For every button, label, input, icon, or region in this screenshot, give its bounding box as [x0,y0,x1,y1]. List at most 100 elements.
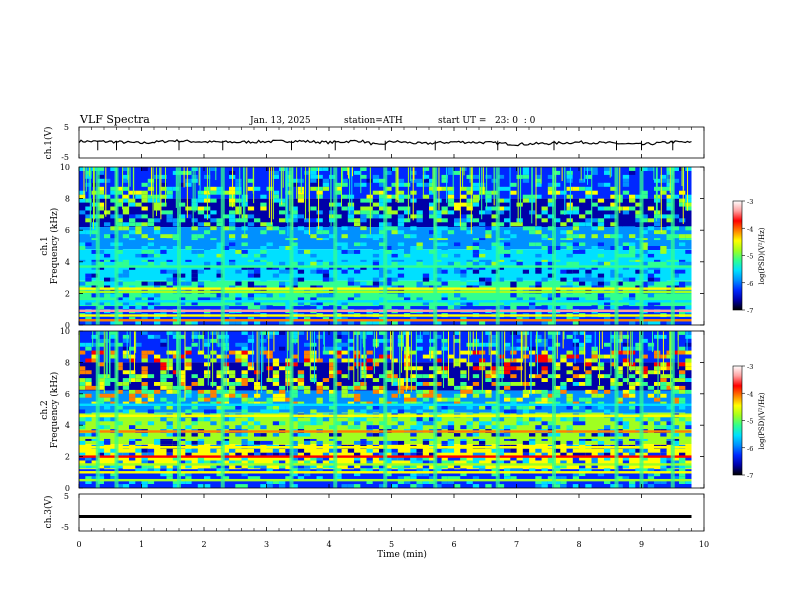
ch2-spectro-cell [572,421,580,426]
ch2-spectro-cell [335,421,342,426]
ch1-spectro-cell [516,222,523,227]
ch2-spectro-cell [397,409,405,414]
ch1-spectro-cell [516,202,523,207]
ch1-spectro-cell [229,214,236,219]
ch1-spectro-cell [372,178,380,183]
ch1-spectro-cell [641,301,648,306]
ch1-spectro-cell [422,174,430,179]
ch1-spectro-cell [535,194,542,199]
ch1-spectro-cell [191,226,198,231]
ch1-spectro-cell [260,297,267,302]
ch2-spectro-cell [97,393,105,398]
ch1-spectro-cell [510,281,517,286]
ch2-spectro-cell [666,460,673,465]
ch1-spectro-cell [454,202,461,207]
ch2-spectro-cell [316,358,323,363]
ch1-spectro-cell [266,293,273,298]
ch1-spectro-cell [179,281,186,286]
ch1-spectro-cell [460,214,467,219]
ch1-spectro-cell [147,257,155,262]
ch1-spectro-cell [454,206,461,211]
ch1-spectro-cell [485,234,492,239]
ch1-spectro-cell [679,269,686,274]
ch2-spectro-cell [554,433,561,437]
ch2-spectro-cell [510,448,517,453]
ch1-spectro-cell [122,269,130,274]
ch1-spectro-cell [147,261,155,266]
ch2-spectro-cell [504,362,511,367]
ch2-spectro-cell [266,397,273,402]
ch1-spectro-cell [316,210,323,215]
ch2-spectro-cell [591,425,598,430]
ch1-spectro-cell [597,293,605,298]
ch2-spectro-cell [597,374,605,379]
ch1-spectro-cell [541,234,548,239]
ch1-spectro-cell [672,194,680,199]
ch2-spectro-cell [479,425,486,430]
ch1-spectro-cell [472,186,480,191]
ch1-spectro-cell [497,178,505,183]
ch1-spectro-cell [447,230,455,235]
ch2-spectro-cell [216,472,223,477]
ch2-spectro-cell [266,331,273,335]
ch2-spectro-cell [629,448,636,453]
ch1-spectro-cell [629,194,636,199]
ch1-spectro-cell [135,226,142,231]
ch1-spectro-cell [522,198,530,203]
ch2-spectro-cell [641,425,648,430]
ch2-spectro-cell [666,456,673,461]
ch2-spectro-cell [129,409,136,414]
ch1-spectro-cell [435,198,442,203]
ch2-spectro-cell [647,476,655,481]
ch2-spectro-cell [116,389,123,394]
ch2-spectro-cell [535,417,542,422]
ch1-spectro-cell [566,305,573,310]
ch1-spectro-cell [191,218,198,223]
ch1-spectro-cell [254,218,261,223]
ch2-spectro-cell [235,382,242,386]
ch2-spectro-cell [97,385,105,390]
ch1-spectro-cell [410,249,417,254]
ch2-spectro-cell [147,389,155,394]
ch2-spectro-cell [329,433,336,437]
ch2-spectro-cell [572,382,580,386]
ch2-spectro-cell [147,452,155,457]
ch2-spectro-cell [372,378,380,382]
ch2-spectro-cell [116,366,123,371]
ch2-spectro-cell [360,366,367,371]
ch1-spectro-cell [472,257,480,262]
ch1-spectro-cell [497,222,505,227]
ch1-spectro-cell [491,222,498,227]
ch2-spectro-cell [85,464,92,469]
ch2-spectro-cell [185,405,192,410]
ch2-spectro-cell [272,382,280,386]
ch2-spectro-cell [204,389,211,394]
ch2-spectro-cell [385,401,392,406]
ch1-spectro-cell [447,301,455,306]
ch2-spectro-cell [660,382,667,386]
ch1-spectro-cell [335,214,342,219]
ch1-spectro-cell [179,297,186,302]
ch2-spectro-cell [579,421,586,426]
ch2-spectro-cell [566,401,573,406]
ch2-spectro-cell [666,421,673,426]
ch1-spectro-cell [497,249,505,254]
ch1-spectro-cell [666,214,673,219]
ch1-spectro-cell [341,230,348,235]
ch3-voltage-panel: 5 -5 ch.3(V) [43,492,705,532]
ch1-spectro-cell [197,222,205,227]
ch2-spectro-cell [497,331,505,335]
ch1-spectro-cell [285,214,292,219]
ch1-spectro-cell [485,301,492,306]
ch1-spectro-cell [166,269,173,274]
ch1-spectro-cell [441,293,448,298]
ch1-spectro-cell [104,194,111,199]
ch1-spectro-cell [97,301,105,306]
ch2-spectro-cell [597,338,605,343]
ch1-spectro-cell [347,281,355,286]
ch2-spectro-cell [129,440,136,445]
ch1-spectro-cell [97,206,105,211]
ch2-spectro-cell [685,456,692,461]
ch2-spectro-cell [610,362,617,367]
